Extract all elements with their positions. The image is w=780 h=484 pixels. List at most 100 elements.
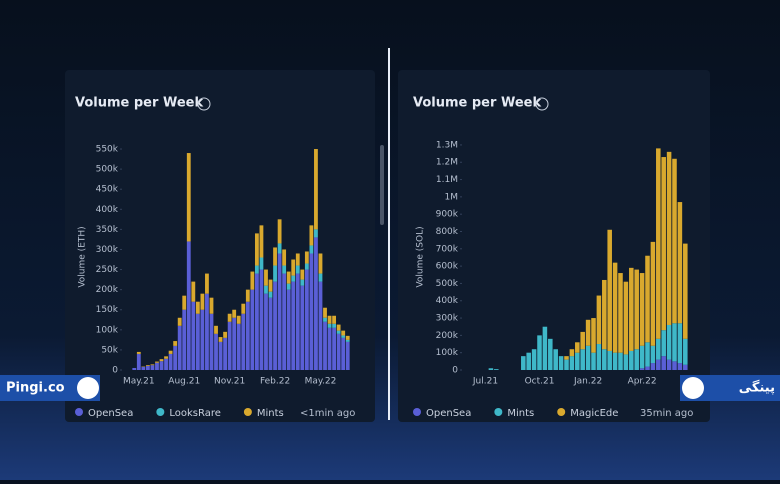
bar-segment <box>273 247 277 265</box>
y-tick-label: 150k <box>96 305 119 315</box>
bar-segment <box>191 302 195 370</box>
y-tick-label: 200k <box>436 331 459 341</box>
bar-segment <box>260 270 264 370</box>
bar-segment <box>651 363 656 370</box>
bar-segment <box>309 253 313 370</box>
y-tick-label: 400k <box>436 296 459 306</box>
bar-segment <box>200 310 204 370</box>
x-tick-label: May.22 <box>305 377 337 387</box>
bar-segment <box>634 349 639 370</box>
bar-segment <box>164 359 168 370</box>
y-tick-label: 200k <box>96 285 119 295</box>
bar-segment <box>314 149 318 229</box>
bar-segment <box>602 349 607 370</box>
bar-segment <box>200 294 204 310</box>
y-tick-label: 1.3M <box>436 140 458 150</box>
bar-segment <box>328 324 332 328</box>
bar-segment <box>273 282 277 370</box>
bar-segment <box>151 365 155 370</box>
bar-segment <box>314 229 318 237</box>
bar-segment <box>586 346 591 370</box>
y-tick-label: 350k <box>96 225 119 235</box>
bar-segment <box>210 298 214 314</box>
bar-segment <box>661 330 666 356</box>
bar-segment <box>607 351 612 370</box>
legend-label: OpenSea <box>426 408 471 419</box>
x-tick-label: Jan.22 <box>573 377 602 387</box>
bar-segment <box>210 314 214 370</box>
y-axis-label: Volume (ETH) <box>78 226 88 287</box>
bar-segment <box>337 331 341 334</box>
bar-segment <box>672 159 677 323</box>
bar-segment <box>232 318 236 370</box>
bar-segment <box>223 332 227 338</box>
bar-segment <box>282 274 286 370</box>
bar-segment <box>246 302 250 370</box>
bar-segment <box>155 362 159 363</box>
bar-segment <box>683 244 688 339</box>
bar-segment <box>346 342 350 370</box>
bar-segment <box>264 286 268 294</box>
x-tick-label: May.21 <box>123 377 155 387</box>
bar-segment <box>319 282 323 370</box>
bar-segment <box>328 316 332 324</box>
bar-segment <box>667 325 672 360</box>
legend-swatch <box>75 408 83 416</box>
legend-swatch <box>494 408 502 416</box>
bar-segment <box>146 365 150 366</box>
bar-segment <box>264 270 268 286</box>
bar-segment <box>618 273 623 353</box>
bar-segment <box>260 258 264 270</box>
bar-segment <box>575 353 580 370</box>
bar-segment <box>264 294 268 370</box>
y-tick-label: 0 <box>452 366 458 376</box>
brand-icon <box>77 377 99 399</box>
bar-segment <box>532 349 537 370</box>
bar-segment <box>173 346 177 370</box>
bar-segment <box>661 356 666 370</box>
x-tick-label: Oct.21 <box>525 377 555 387</box>
bar-segment <box>278 219 282 243</box>
bar-segment <box>580 349 585 370</box>
bar-segment <box>629 351 634 370</box>
bar-segment <box>672 361 677 370</box>
bar-segment <box>624 282 629 355</box>
bar-segment <box>672 323 677 361</box>
chart-title: Volume per Week <box>413 96 541 111</box>
bar-segment <box>328 328 332 370</box>
bar-segment <box>683 365 688 370</box>
bar-segment <box>553 349 558 370</box>
bar-segment <box>237 316 241 324</box>
bar-segment <box>640 368 645 370</box>
bar-segment <box>287 272 291 284</box>
bar-segment <box>309 245 313 253</box>
bar-segment <box>314 237 318 370</box>
bar-segment <box>155 363 159 370</box>
bar-segment <box>305 264 309 270</box>
bar-segment <box>219 342 223 370</box>
bar-segment <box>300 286 304 370</box>
bar-segment <box>191 282 195 302</box>
bar-segment <box>346 336 350 340</box>
bar-segment <box>269 298 273 370</box>
bar-segment <box>337 334 341 370</box>
bar-segment <box>607 230 612 351</box>
bar-segment <box>613 263 618 353</box>
y-tick-label: 500k <box>436 279 459 289</box>
bar-segment <box>346 340 350 342</box>
bar-segment <box>564 356 569 359</box>
legend-label: OpenSea <box>88 408 133 419</box>
bar-segment <box>273 266 277 282</box>
bar-segment <box>282 266 286 274</box>
bar-segment <box>640 273 645 346</box>
bar-segment <box>597 296 602 344</box>
bar-segment <box>629 268 634 351</box>
bar-segment <box>255 274 259 370</box>
bar-segment <box>494 369 499 370</box>
bar-segment <box>291 260 295 276</box>
x-tick-label: Apr.22 <box>628 377 657 387</box>
bar-segment <box>678 323 683 363</box>
bar-segment <box>160 359 164 361</box>
updated-time: 35min ago <box>640 408 693 419</box>
bar-segment <box>489 368 494 370</box>
